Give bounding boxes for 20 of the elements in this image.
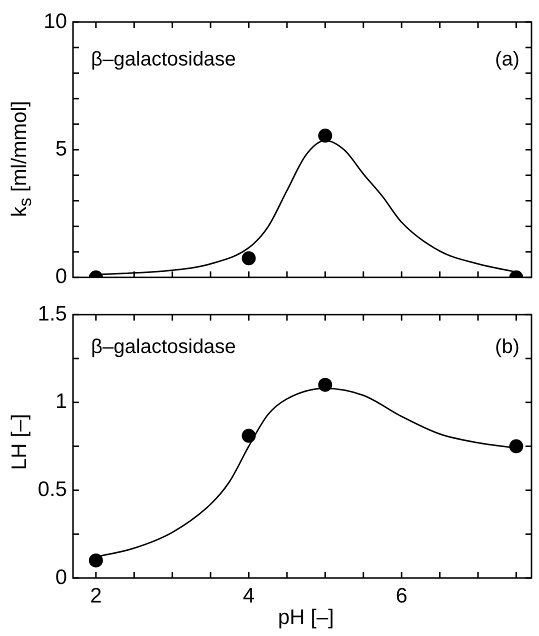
x-tick-label: 4 (242, 584, 255, 608)
y-tick-label: 0.5 (38, 478, 67, 501)
x-tick-label: 2 (90, 584, 102, 608)
point (242, 428, 256, 443)
annotation: (a) (495, 48, 520, 71)
annotation: β–galactosidase (91, 336, 236, 358)
y-tick-label: 5 (55, 137, 67, 160)
annotation: (b) (495, 336, 520, 358)
point (509, 439, 524, 454)
point (318, 378, 332, 392)
y-axis-title: LH [–] (8, 412, 32, 472)
y-tick-label: 0 (55, 265, 67, 288)
point (88, 553, 103, 568)
y-tick-label: 1 (55, 390, 67, 414)
y-tick-label: 10 (44, 10, 67, 33)
x-axis-title: pH [–] (276, 606, 336, 630)
y-tick-label: 0 (55, 566, 67, 589)
x-tick-label: 6 (396, 584, 408, 608)
annotation: β–galactosidase (91, 48, 236, 71)
y-tick-label: 1.5 (38, 302, 67, 326)
